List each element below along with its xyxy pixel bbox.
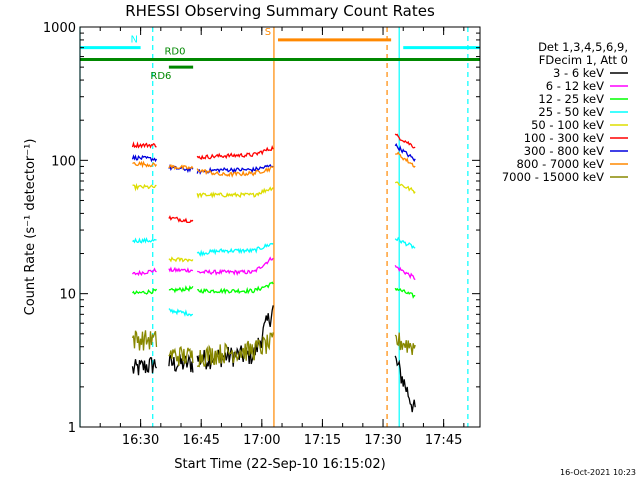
y-tick-label: 1000 xyxy=(43,21,76,36)
series-line-8 xyxy=(131,330,158,351)
legend-entry-label: 3 - 6 keV xyxy=(553,66,604,80)
series-line-0 xyxy=(131,356,158,376)
series-line-0 xyxy=(168,354,194,373)
series-line-4 xyxy=(132,182,157,192)
x-axis-label: Start Time (22-Sep-10 16:15:02) xyxy=(174,457,385,472)
series-line-2 xyxy=(394,287,416,299)
legend-entry-label: 800 - 7000 keV xyxy=(516,157,604,171)
x-tick-label: 17:45 xyxy=(425,433,462,448)
legend-entry-label: 12 - 25 keV xyxy=(538,92,604,106)
series-line-8 xyxy=(168,345,194,366)
series-line-2 xyxy=(168,285,194,294)
y-axis: 1 10 100 1000 xyxy=(43,21,480,436)
series-line-7 xyxy=(132,160,158,169)
x-tick-label: 16:45 xyxy=(182,433,219,448)
legend-entry-label: 300 - 800 keV xyxy=(524,144,604,158)
x-tick-label: 16:30 xyxy=(122,433,159,448)
legend-entry-label: 50 - 100 keV xyxy=(531,118,604,132)
series-line-7 xyxy=(196,166,274,178)
flag-bars: N S RD0 RD6 xyxy=(80,27,480,82)
series-line-7 xyxy=(395,151,416,168)
series-line-3 xyxy=(168,308,194,317)
series-line-2 xyxy=(132,288,158,295)
x-tick-label: 17:15 xyxy=(304,433,341,448)
legend-entry-label: 7000 - 15000 keV xyxy=(502,170,604,184)
series-line-3 xyxy=(394,236,416,250)
series-line-7 xyxy=(168,164,194,171)
y-tick-label: 100 xyxy=(51,154,76,169)
y-tick-label: 10 xyxy=(59,288,76,303)
series-line-5 xyxy=(196,144,274,161)
series-line-6 xyxy=(131,154,158,163)
y-axis-label: Count Rate (s⁻¹ detector⁻¹) xyxy=(23,139,38,316)
footer-date: 16-Oct-2021 10:23 xyxy=(560,468,636,477)
legend: Det 1,3,4,5,6,9,FDecim 1, Att 03 - 6 keV… xyxy=(502,40,628,184)
series-line-4 xyxy=(168,256,194,263)
flag-label: N xyxy=(131,35,138,46)
series-line-3 xyxy=(132,236,157,244)
legend-header: Det 1,3,4,5,6,9, xyxy=(538,40,628,54)
series-layer xyxy=(131,133,416,413)
legend-header: FDecim 1, Att 0 xyxy=(539,53,628,67)
series-line-8 xyxy=(196,332,274,368)
y-tick-label: 1 xyxy=(68,421,76,436)
legend-entry-label: 25 - 50 keV xyxy=(538,105,604,119)
series-line-1 xyxy=(131,267,157,277)
series-line-3 xyxy=(196,242,274,257)
series-line-5 xyxy=(131,141,157,149)
series-line-1 xyxy=(394,264,416,281)
x-tick-label: 17:30 xyxy=(364,433,401,448)
flag-label: S xyxy=(265,27,271,38)
legend-entry-label: 6 - 12 keV xyxy=(546,79,604,93)
series-line-4 xyxy=(394,181,416,195)
series-line-6 xyxy=(394,142,416,163)
series-line-5 xyxy=(394,133,416,149)
series-line-2 xyxy=(197,281,274,295)
series-line-8 xyxy=(394,332,416,355)
series-line-1 xyxy=(197,256,274,276)
series-line-5 xyxy=(168,215,194,224)
series-line-1 xyxy=(168,266,194,273)
flag-label: RD6 xyxy=(150,71,171,82)
x-axis: 16:30 16:45 17:00 17:15 17:30 17:45 xyxy=(79,27,465,448)
legend-entry-label: 100 - 300 keV xyxy=(524,131,604,145)
series-line-0 xyxy=(394,355,416,413)
flag-label: RD0 xyxy=(164,47,185,58)
series-line-4 xyxy=(196,186,274,199)
plot-frame xyxy=(79,26,481,428)
chart-title: RHESSI Observing Summary Count Rates xyxy=(125,2,435,20)
x-tick-label: 17:00 xyxy=(243,433,280,448)
